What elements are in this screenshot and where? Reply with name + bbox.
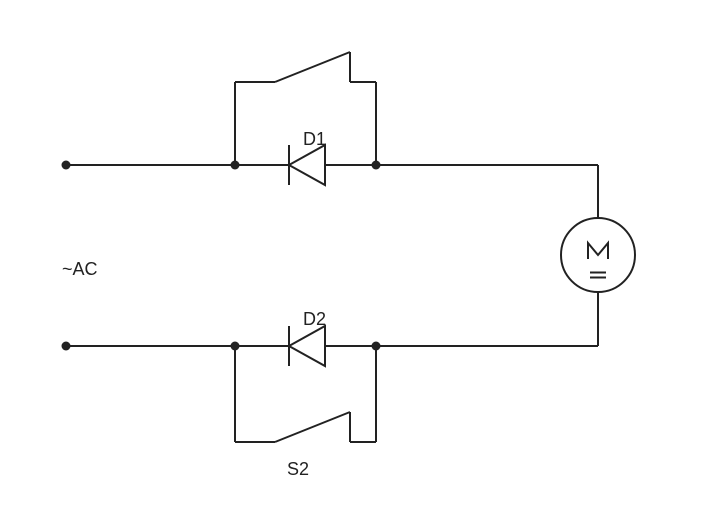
node-dot — [372, 161, 381, 170]
node-dot — [372, 342, 381, 351]
switch-arm — [275, 52, 350, 82]
switch-arm — [275, 412, 350, 442]
circuit-diagram: ~AC D1 D2 S2 — [0, 0, 717, 524]
node-dot — [62, 342, 71, 351]
label-text: S2 — [287, 459, 309, 479]
node-dot — [62, 161, 71, 170]
node-dot — [231, 161, 240, 170]
label-text: D2 — [303, 309, 326, 329]
label-text: D1 — [303, 129, 326, 149]
label-text: ~AC — [62, 259, 98, 279]
node-dot — [231, 342, 240, 351]
